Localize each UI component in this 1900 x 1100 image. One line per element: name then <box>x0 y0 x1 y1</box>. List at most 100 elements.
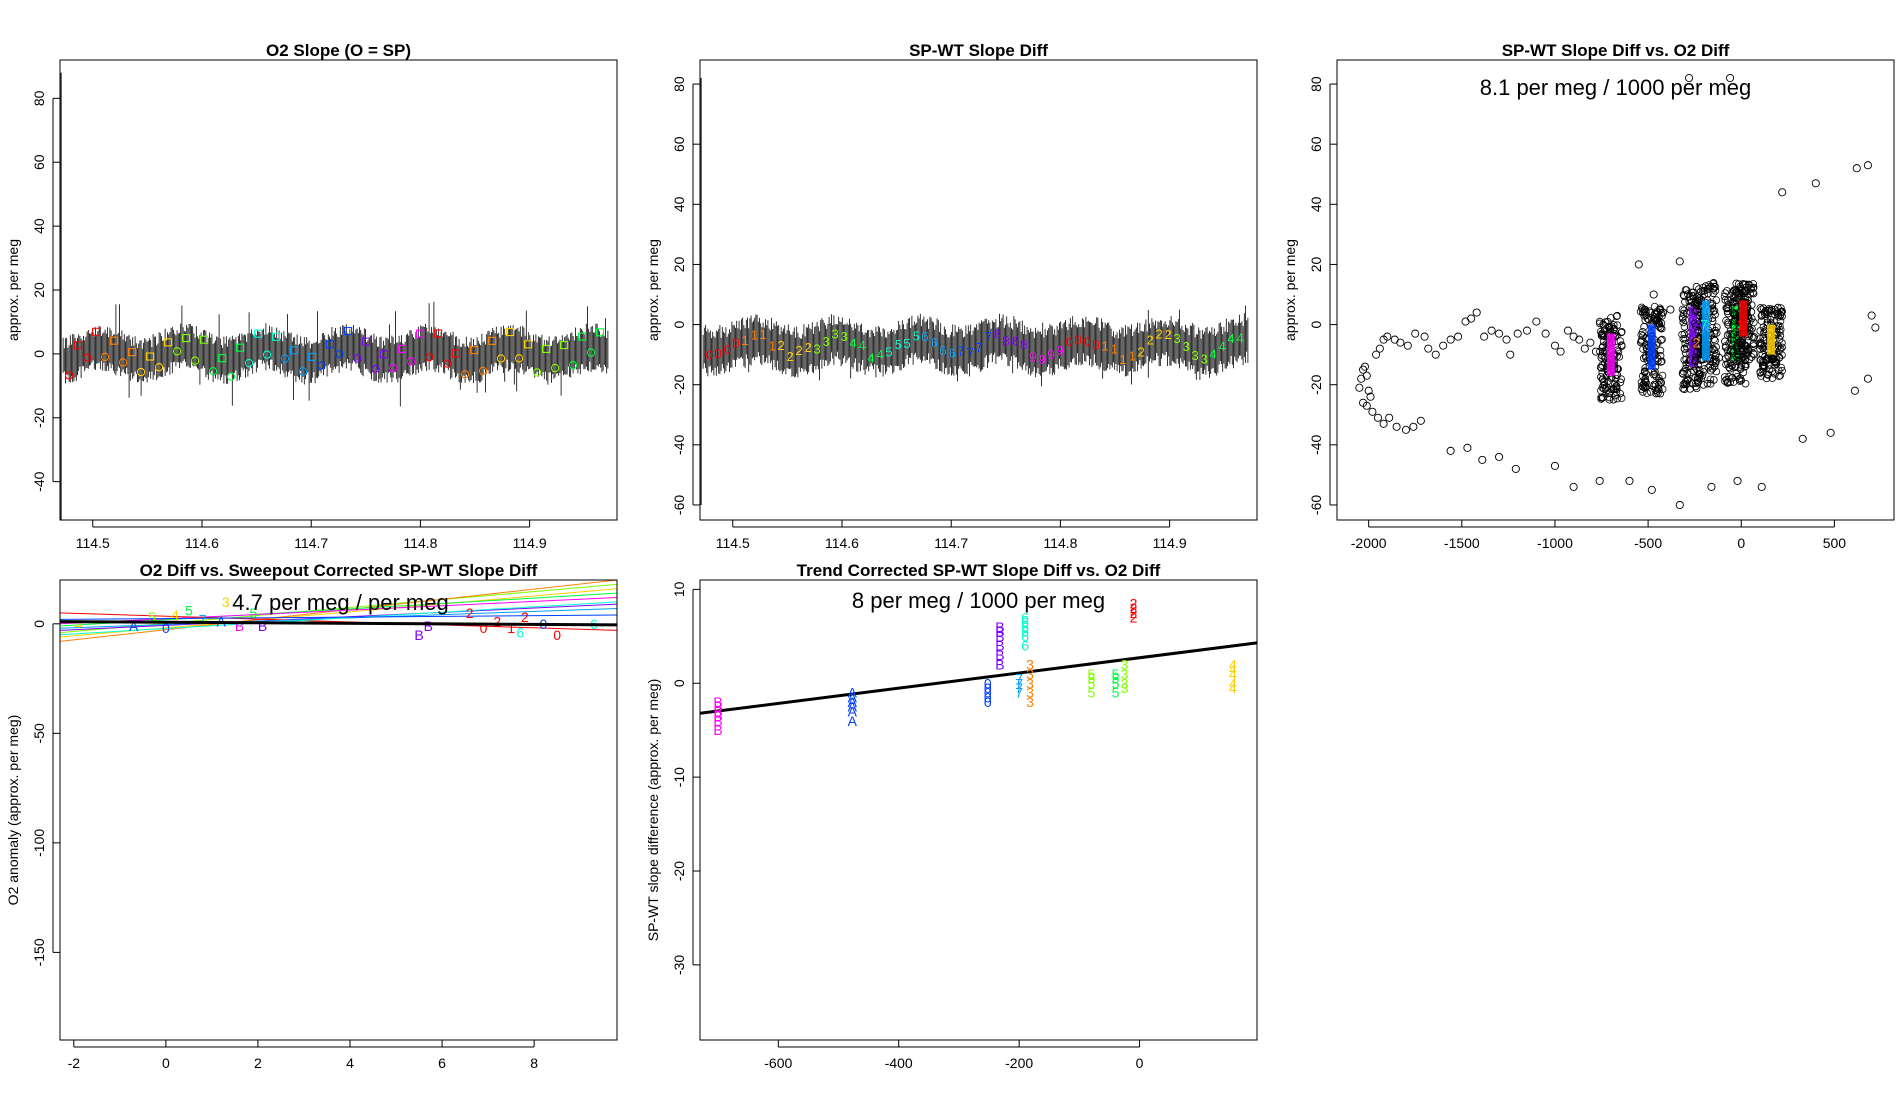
data-point-label: 6 <box>921 329 928 344</box>
y-tick-label: -30 <box>671 955 687 975</box>
y-axis-label: approx. per meg <box>5 239 21 341</box>
data-point-label: 3 <box>1026 656 1034 672</box>
data-point <box>1778 343 1786 352</box>
data-point <box>1420 332 1429 341</box>
data-point-label: 2 <box>521 609 529 625</box>
data-point <box>1863 161 1872 170</box>
data-point <box>1362 401 1371 410</box>
data-point-label: B <box>995 647 1004 663</box>
y-tick-label: 80 <box>1308 76 1324 92</box>
y-tick-label: -20 <box>671 861 687 881</box>
data-point-label: B <box>995 638 1004 654</box>
data-point <box>542 344 551 353</box>
data-point <box>1776 344 1785 353</box>
fit-annotation: 8.1 per meg / 1000 per meg <box>1480 75 1752 100</box>
data-point <box>434 329 443 338</box>
data-point <box>1654 320 1663 328</box>
data-point <box>398 344 407 354</box>
data-point <box>1513 329 1522 338</box>
data-point-label: B <box>713 694 722 710</box>
data-point-label: 3 <box>1121 675 1129 691</box>
data-point <box>1616 389 1625 398</box>
data-point <box>488 336 497 345</box>
data-point <box>1749 280 1758 288</box>
data-point-label: 1 <box>1110 342 1117 357</box>
data-point-label: 0 <box>714 346 721 361</box>
data-point-label: 1 <box>1101 339 1108 354</box>
data-point <box>1655 385 1663 393</box>
data-point <box>1771 370 1779 378</box>
data-point-label: 5 <box>1088 671 1096 687</box>
data-point <box>1727 361 1736 370</box>
x-tick-label: -2 <box>68 1055 81 1071</box>
data-point <box>1411 329 1420 338</box>
data-point <box>1373 413 1383 422</box>
data-point-label: 0 <box>553 627 561 643</box>
data-point-label: 0 <box>705 347 712 362</box>
data-point <box>290 346 299 355</box>
data-point <box>1680 306 1689 315</box>
x-tick-label: -200 <box>1005 1055 1033 1071</box>
plot-frame <box>699 59 1258 521</box>
data-point <box>1736 374 1745 382</box>
data-point-label: 1 <box>1128 349 1135 364</box>
data-point <box>1749 289 1758 298</box>
data-point <box>1776 317 1785 325</box>
data-point <box>388 363 398 373</box>
data-point <box>1747 285 1755 293</box>
data-point-label: 2 <box>1146 332 1153 347</box>
data-point <box>1850 386 1859 395</box>
data-point <box>1710 376 1718 384</box>
data-point-label: 4 <box>858 338 865 353</box>
data-point-label: 9 <box>1056 343 1063 358</box>
x-tick-label: -2000 <box>1351 535 1387 551</box>
data-point <box>1647 485 1656 494</box>
data-point-label: 7 <box>966 345 973 360</box>
x-tick-label: -1500 <box>1444 535 1480 551</box>
data-point <box>1598 347 1607 356</box>
data-point-label: B <box>995 619 1004 635</box>
data-point <box>1360 362 1369 371</box>
data-point <box>1871 323 1880 332</box>
data-point <box>1640 305 1649 314</box>
y-tick-label: -40 <box>671 435 687 455</box>
data-point <box>1642 311 1651 320</box>
data-point <box>1511 464 1520 473</box>
data-point <box>596 328 605 337</box>
data-point <box>1598 329 1606 338</box>
data-point-label: B <box>424 618 433 634</box>
data-point-label: 7 <box>1700 317 1708 333</box>
plot-frame <box>59 59 618 521</box>
x-tick-label: 114.6 <box>825 535 859 551</box>
data-point <box>1750 318 1758 327</box>
data-series-line <box>702 305 1249 387</box>
data-point <box>1756 369 1765 377</box>
data-point <box>1731 316 1739 325</box>
data-point-label: 0 <box>480 620 488 636</box>
plot-frame <box>699 579 1258 1041</box>
data-point <box>1392 422 1401 431</box>
data-point <box>190 356 200 365</box>
data-point <box>1744 280 1753 289</box>
chart-panel-trend-corrected: BBBBBBAAAAAABBBBBB0000066666677773333355… <box>645 561 1258 1071</box>
data-point-label: 7 <box>957 344 964 359</box>
data-point-label: 1 <box>1119 352 1126 367</box>
data-point-label: 9 <box>1047 347 1054 362</box>
data-point <box>1647 388 1655 396</box>
data-point-label: 5 <box>903 336 910 351</box>
data-point-label: A <box>848 694 858 710</box>
data-point <box>1710 306 1719 315</box>
data-point-label: 2 <box>1130 605 1138 621</box>
data-point <box>442 359 452 368</box>
data-point <box>1712 367 1721 376</box>
x-tick-label: 0 <box>162 1055 170 1071</box>
data-point <box>1700 287 1709 295</box>
data-point <box>1706 362 1715 370</box>
data-point <box>1617 394 1626 402</box>
data-point-label: 0 <box>162 620 170 636</box>
data-point-label: 2 <box>1137 345 1144 360</box>
data-point-label: 2 <box>1164 327 1171 342</box>
plot-area: 2 A7 1 <box>1355 73 1880 510</box>
data-point-label: 3 <box>1026 685 1034 701</box>
data-point <box>1688 291 1697 300</box>
